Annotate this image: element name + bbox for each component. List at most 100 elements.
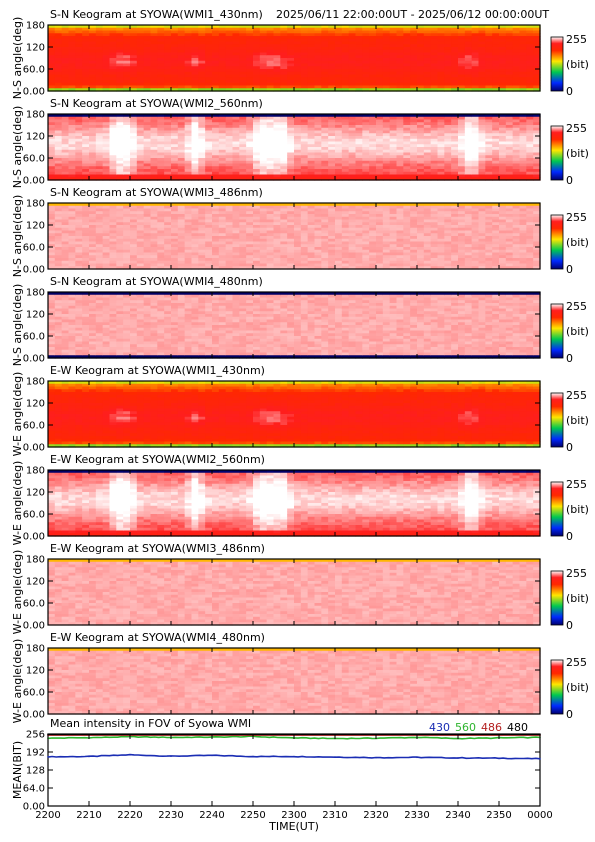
heatmap-cell [225,158,234,162]
heatmap-cell [212,236,220,240]
heatmap-cell [171,158,179,162]
heatmap-cell [82,260,90,265]
heatmap-cell [191,149,199,154]
heatmap-cell [232,74,240,78]
heatmap-cell [164,127,172,132]
heatmap-cell [294,136,302,140]
heatmap-cell [307,260,316,265]
heatmap-cell [198,266,206,270]
heatmap-cell [191,136,199,140]
heatmap-cell [410,144,418,148]
heatmap-cell [505,85,514,89]
heatmap-cell [314,236,322,240]
heatmap-cell [273,58,281,62]
heatmap-cell [191,263,199,267]
heatmap-cell [300,149,309,154]
heatmap-cell [376,30,384,34]
heatmap-cell [136,177,145,181]
heatmap-cell [102,152,111,156]
heatmap-cell [478,116,486,121]
heatmap-cell [259,236,268,240]
heatmap-cell [533,155,541,159]
heatmap-cell [75,247,83,251]
heatmap-cell [54,227,63,232]
heatmap-cell [259,149,268,154]
heatmap-cell [478,52,486,56]
heatmap-cell [239,163,247,167]
heatmap-cell [437,125,445,129]
heatmap-cell [362,38,370,43]
heatmap-cell [136,138,145,143]
heatmap-cell [451,174,459,178]
heatmap-cell [369,85,377,89]
heatmap-cell [410,216,418,221]
heatmap-cell [307,169,316,173]
heatmap-cell [239,174,247,178]
heatmap-cell [123,155,131,159]
heatmap-cell [136,203,145,207]
heatmap-cell [403,260,411,265]
heatmap-cell [253,166,261,170]
heatmap-cell [280,174,288,178]
heatmap-cell [150,85,158,89]
heatmap-cell [253,80,261,84]
heatmap-cell [294,38,302,43]
heatmap-cell [423,155,432,159]
heatmap-cell [362,214,370,218]
heatmap-cell [130,85,138,89]
heatmap-cell [294,133,302,137]
heatmap-cell [389,141,398,145]
heatmap-cell [68,152,76,156]
heatmap-cell [458,160,466,165]
heatmap-cell [54,116,63,121]
heatmap-cell [116,69,124,73]
heatmap-cell [54,74,63,78]
heatmap-cell [89,71,97,76]
heatmap-cell [198,169,206,173]
heatmap-cell [212,127,220,132]
heatmap-cell [239,227,247,232]
heatmap-cell [321,33,329,37]
heatmap-cell [259,47,268,51]
heatmap-cell [287,266,295,270]
heatmap-cell [492,25,500,29]
heatmap-cell [246,158,254,162]
heatmap-cell [376,236,384,240]
heatmap-cell [369,244,377,248]
heatmap-cell [410,247,418,251]
heatmap-cell [143,152,152,156]
heatmap-cell [212,227,220,232]
heatmap-cell [157,30,165,34]
heatmap-cell [451,155,459,159]
heatmap-cell [157,147,165,151]
heatmap-cell [417,171,425,176]
heatmap-cell [294,203,302,207]
heatmap-cell [61,133,70,137]
heatmap-cell [177,125,186,129]
heatmap-cell [335,244,343,248]
heatmap-cell [430,27,439,32]
heatmap-cell [485,174,493,178]
heatmap-cell [239,222,247,226]
heatmap-cell [116,127,124,132]
heatmap-cell [417,160,425,165]
heatmap-cell [382,30,391,34]
heatmap-cell [184,260,193,265]
heatmap-cell [451,88,459,92]
heatmap-cell [348,177,357,181]
heatmap-cell [212,166,220,170]
heatmap-cell [184,160,193,165]
heatmap-cell [423,260,432,265]
heatmap-cell [198,66,206,70]
heatmap-cell [205,119,213,123]
heatmap-cell [68,158,76,162]
heatmap-cell [478,136,486,140]
heatmap-cell [212,225,220,229]
heatmap-cell [212,138,220,143]
heatmap-cell [348,69,357,73]
heatmap-cell [266,166,275,170]
heatmap-cell [68,233,76,237]
heatmap-cell [437,136,445,140]
heatmap-cell [123,225,131,229]
heatmap-cell [458,38,466,43]
